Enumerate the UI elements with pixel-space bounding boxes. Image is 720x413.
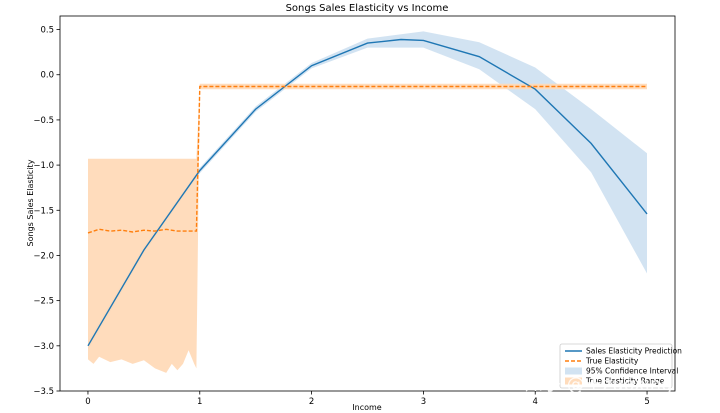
y-tick-label: −2.0 (33, 251, 54, 261)
y-tick-label: −3.5 (33, 387, 54, 397)
y-tick-label: 0.0 (40, 71, 54, 81)
legend-patch-swatch (565, 367, 582, 375)
plot-layer (87, 31, 648, 373)
x-tick-label: 2 (309, 397, 314, 407)
plot-frame (59, 15, 676, 392)
legend-label: 95% Confidence Interval (586, 367, 678, 376)
legend-label: True Elasticity (585, 357, 639, 366)
y-tick-label: 0.5 (40, 26, 54, 36)
x-tick-label: 1 (197, 397, 202, 407)
y-tick-label: −1.5 (33, 206, 54, 216)
y-tick-label: −0.5 (33, 116, 54, 126)
y-tick-label: −2.5 (33, 297, 54, 307)
watermark-text: 知乎 @王zuoxing (525, 374, 673, 395)
x-axis: 0 1 2 3 4 5 (85, 391, 650, 407)
legend-box (559, 343, 673, 389)
series-line-true-elasticity (87, 85, 647, 234)
chart-title: Songs Sales Elasticity vs Income (286, 3, 449, 14)
series-line-prediction (87, 38, 648, 347)
legend-label: Sales Elasticity Prediction (586, 347, 682, 356)
legend-patch-swatch (565, 377, 582, 385)
x-tick-label: 4 (533, 397, 538, 407)
x-tick-label: 5 (644, 397, 649, 407)
y-axis: −3.5 −3.0 −2.5 −2.0 −1.5 −1.0 −0.5 0.0 0.5 (33, 26, 60, 397)
x-tick-label: 0 (85, 397, 90, 407)
legend-label: True Elasticity Range (585, 377, 665, 386)
x-tick-label: 3 (421, 397, 426, 407)
y-tick-label: −3.0 (33, 342, 54, 352)
y-tick-label: −1.0 (33, 161, 54, 171)
band-true-elasticity-range (88, 83, 647, 373)
y-axis-label: Songs Sales Elasticity (26, 159, 35, 246)
x-axis-label: Income (352, 403, 382, 412)
